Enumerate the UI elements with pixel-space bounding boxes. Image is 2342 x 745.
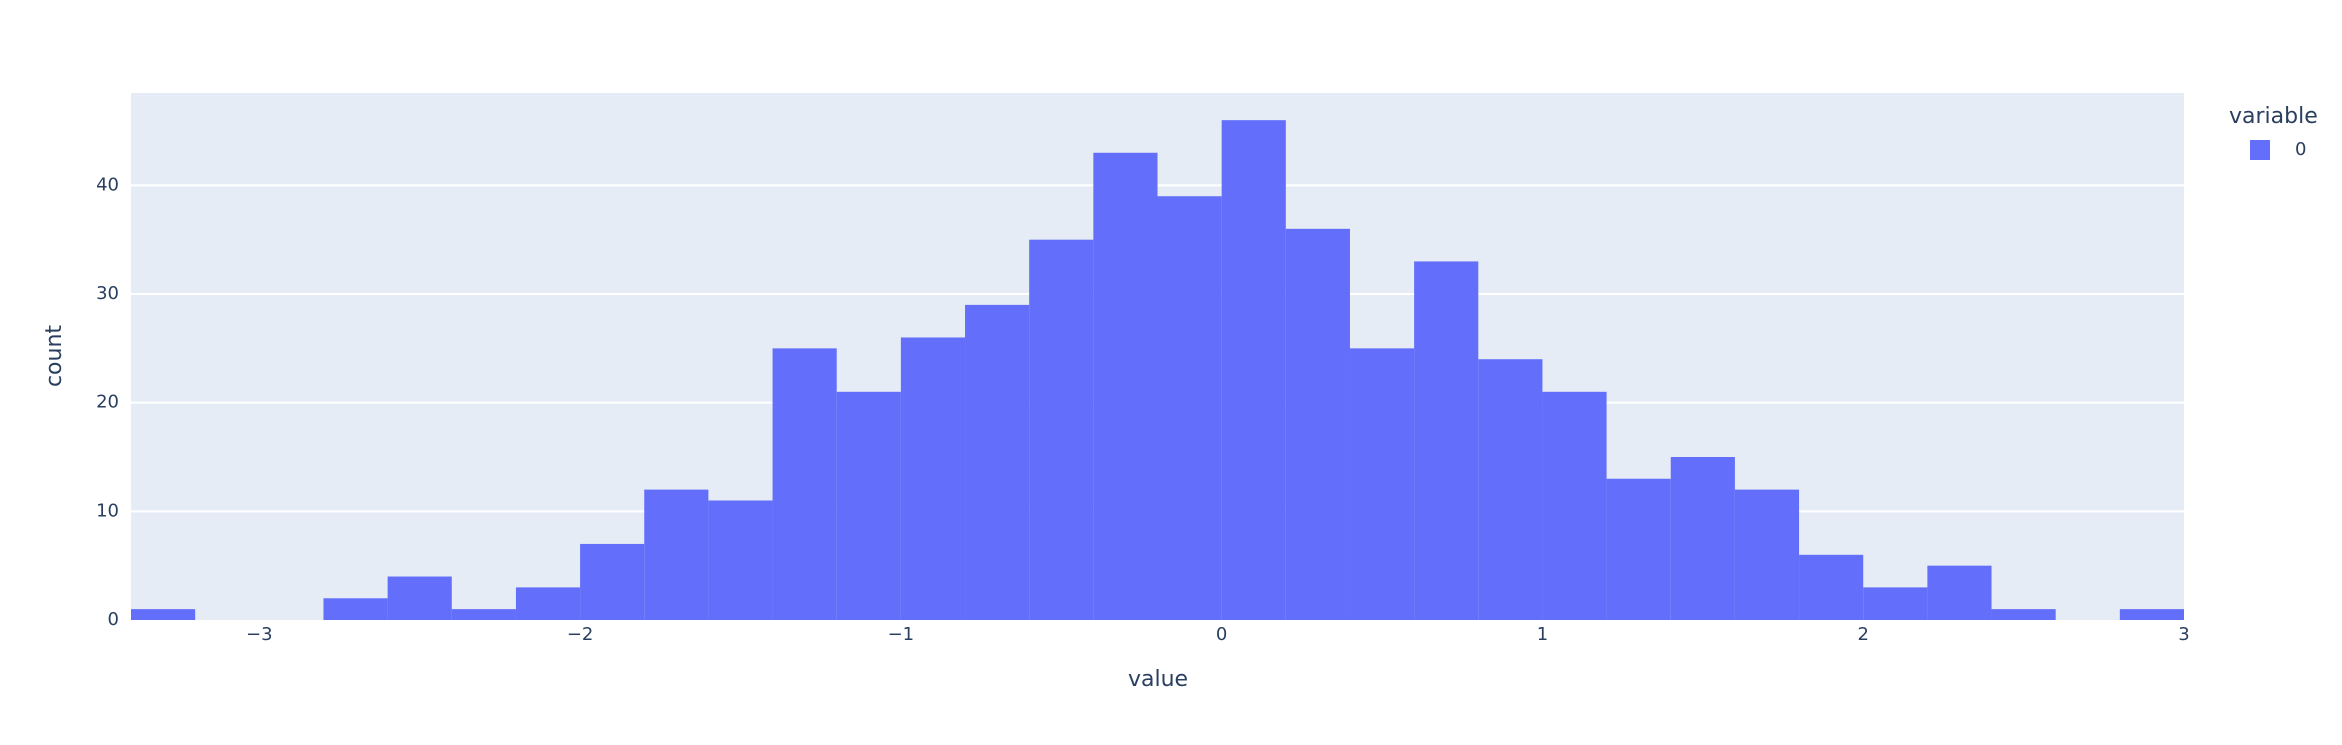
bar xyxy=(1285,228,1350,620)
bar xyxy=(580,543,645,620)
bar xyxy=(1157,196,1222,620)
y-axis-title: count xyxy=(42,325,67,387)
y-tick-label: 20 xyxy=(96,392,119,413)
y-tick-label: 30 xyxy=(96,283,119,304)
x-axis-title: value xyxy=(1128,667,1188,692)
bar xyxy=(1991,609,2056,620)
y-tick-label: 10 xyxy=(96,500,119,521)
x-tick-label: 0 xyxy=(1216,624,1227,645)
bar xyxy=(1029,239,1094,620)
bar xyxy=(1927,565,1992,620)
y-tick-label: 40 xyxy=(96,174,119,195)
legend-label[interactable]: 0 xyxy=(2295,139,2306,160)
bar xyxy=(323,598,388,620)
bar xyxy=(1606,478,1671,620)
bar xyxy=(1414,261,1479,620)
bar xyxy=(1799,554,1864,620)
bar xyxy=(836,391,901,620)
bar xyxy=(644,489,709,620)
bar xyxy=(1349,348,1415,620)
bar xyxy=(900,337,966,620)
x-tick-label: −1 xyxy=(888,624,915,645)
y-tick-label: 0 xyxy=(108,609,119,630)
x-tick-label: −2 xyxy=(567,624,594,645)
bar xyxy=(387,576,452,620)
x-tick-label: 2 xyxy=(1857,624,1868,645)
bar xyxy=(1093,152,1158,621)
bar xyxy=(772,348,837,620)
bar xyxy=(1670,457,1735,620)
bar xyxy=(1734,489,1800,620)
bar xyxy=(1542,391,1607,620)
bar xyxy=(451,609,516,620)
x-tick-label: 3 xyxy=(2178,624,2189,645)
x-tick-label: −3 xyxy=(246,624,273,645)
bar xyxy=(965,304,1030,620)
bar xyxy=(1863,587,1928,620)
bar xyxy=(708,500,773,620)
bar xyxy=(1478,359,1543,620)
bar xyxy=(131,609,196,620)
bar xyxy=(515,587,581,620)
legend-swatch[interactable] xyxy=(2250,140,2270,160)
legend-title: variable xyxy=(2229,104,2318,129)
bar xyxy=(2119,609,2184,620)
x-tick-label: 1 xyxy=(1537,624,1548,645)
bar xyxy=(1221,120,1286,620)
